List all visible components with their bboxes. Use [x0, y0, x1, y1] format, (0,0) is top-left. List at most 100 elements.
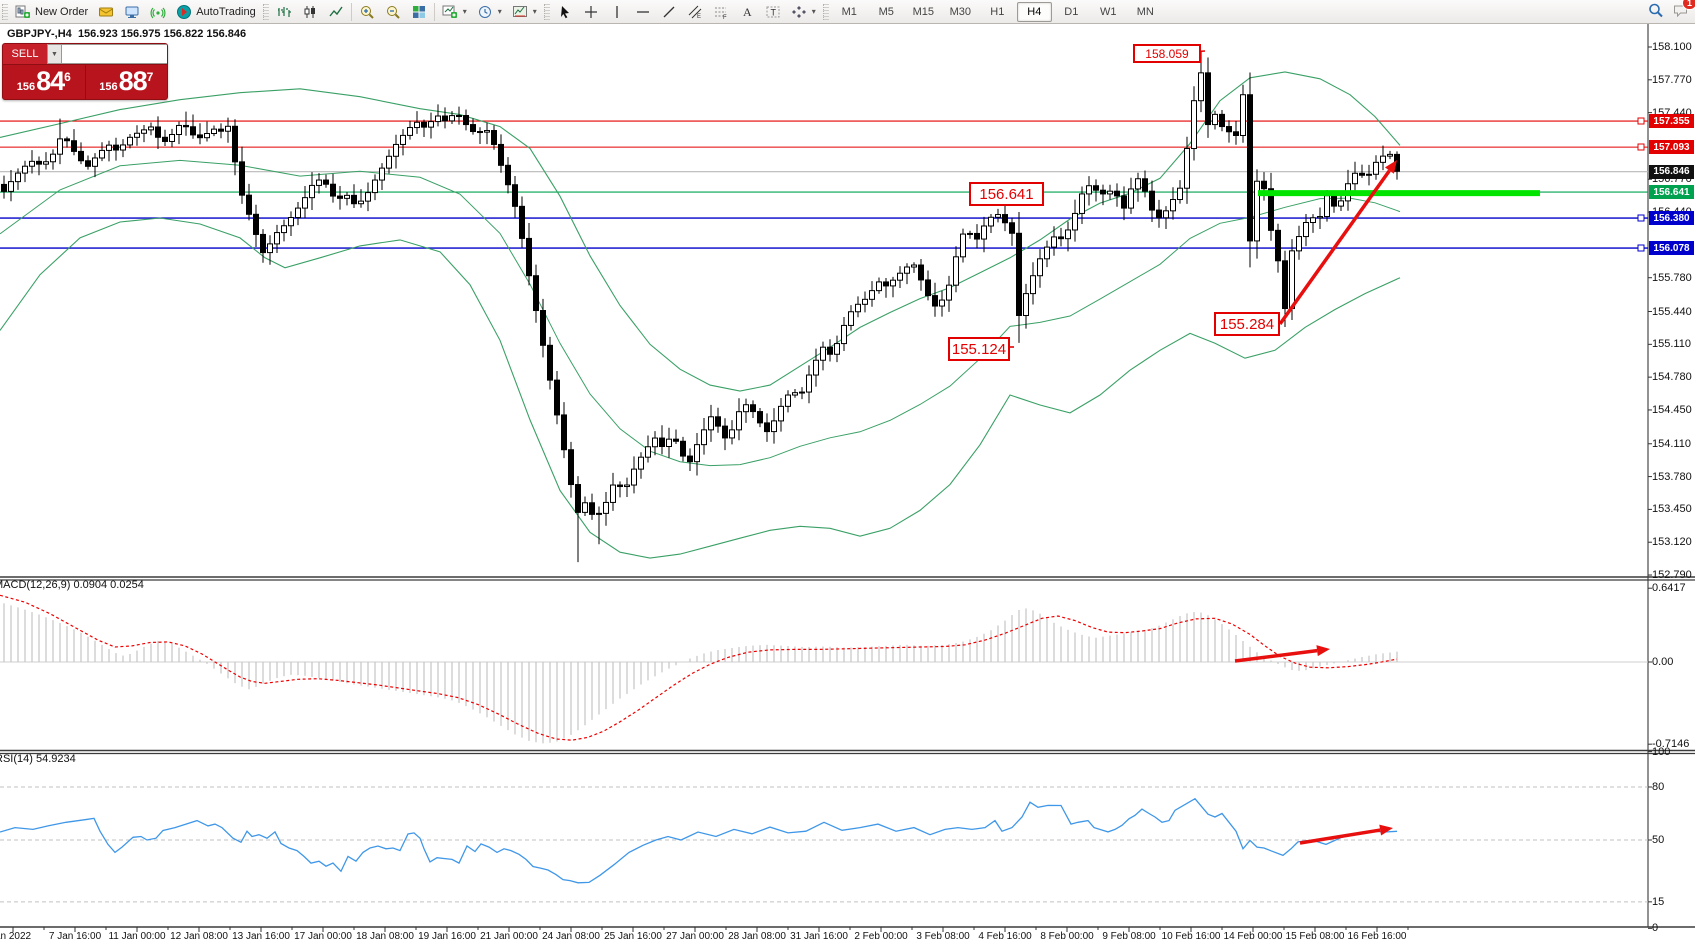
- toolbar-grip: [822, 3, 829, 20]
- timeframe-w1-button[interactable]: W1: [1100, 5, 1117, 18]
- mail-button[interactable]: [93, 1, 119, 23]
- signal-button[interactable]: [145, 1, 171, 23]
- chevron-down-icon: ▾: [497, 7, 502, 16]
- zoom-out-button[interactable]: [380, 1, 406, 23]
- notification-badge: 1: [1681, 0, 1695, 10]
- bar-chart-icon: [276, 4, 292, 20]
- price-trend-arrow[interactable]: [1278, 160, 1397, 326]
- toolbar-grip: [543, 3, 550, 20]
- sell-price-big: 84: [36, 66, 65, 96]
- buy-price[interactable]: 156 88 7: [86, 65, 168, 99]
- signal-icon: [150, 4, 166, 20]
- tile-windows-button[interactable]: [406, 1, 432, 23]
- rsi-axis-label: 15: [1652, 895, 1665, 908]
- volume-input[interactable]: [62, 44, 167, 64]
- text-button[interactable]: A: [734, 1, 760, 23]
- publisher-icon: [124, 4, 140, 20]
- time-axis-label: 21 Jan 00:00: [480, 931, 538, 941]
- sell-price-prefix: 156: [16, 81, 36, 93]
- sell-price-sup: 6: [64, 70, 71, 84]
- timeframe-h4-button[interactable]: H4: [1016, 1, 1052, 22]
- crosshair-button[interactable]: [578, 1, 604, 23]
- line-handle[interactable]: [1637, 143, 1645, 151]
- rsi-trend-arrow[interactable]: [1299, 824, 1393, 845]
- line-handle[interactable]: [1637, 214, 1645, 222]
- period-clock-button[interactable]: ▾: [472, 1, 507, 23]
- price-tick-label: 152.790: [1652, 569, 1692, 582]
- candlestick-button[interactable]: [297, 1, 323, 23]
- time-axis-label: 24 Jan 08:00: [542, 931, 600, 941]
- vline-button[interactable]: [604, 1, 630, 23]
- price-tick-label: 155.780: [1652, 271, 1692, 284]
- template-button[interactable]: ▾: [507, 1, 542, 23]
- timeframe-m1-button[interactable]: M1: [841, 5, 857, 18]
- rsi-axis-label: 50: [1652, 834, 1665, 846]
- search-icon[interactable]: [1647, 2, 1664, 21]
- timeframe-h1-button[interactable]: H1: [990, 5, 1005, 18]
- timeframe-m15-button[interactable]: M15: [912, 5, 934, 18]
- timeframe-mn-button[interactable]: MN: [1136, 5, 1154, 18]
- line-chart-icon: [328, 4, 344, 20]
- channel-button[interactable]: E: [682, 1, 708, 23]
- new-chart-button[interactable]: ▾: [437, 1, 472, 23]
- sell-price[interactable]: 156 84 6: [3, 65, 86, 99]
- zoom-in-button[interactable]: [354, 1, 380, 23]
- rsi-indicator-label: RSI(14) 54.9234: [0, 753, 76, 765]
- toolbar-grip: [262, 3, 269, 20]
- time-axis-label: 12 Jan 08:00: [170, 931, 228, 941]
- line-chart-button[interactable]: [323, 1, 349, 23]
- buy-price-prefix: 156: [99, 81, 118, 93]
- line-handle[interactable]: [1637, 244, 1645, 252]
- time-axis-label: 13 Jan 16:00: [232, 931, 290, 941]
- price-callout-label[interactable]: 155.124: [948, 337, 1010, 361]
- hline-icon: [635, 4, 651, 20]
- autotrading-button[interactable]: AutoTrading: [171, 1, 261, 23]
- fibonacci-button[interactable]: F: [708, 1, 734, 23]
- timeframe-d1-button[interactable]: D1: [1064, 5, 1079, 18]
- svg-text:E: E: [697, 14, 701, 20]
- notifications-chat-icon[interactable]: 1: [1672, 0, 1695, 21]
- rsi-axis-label: 100: [1652, 745, 1671, 758]
- price-tick-label: 153.780: [1652, 470, 1692, 483]
- price-tag: 156.078: [1649, 241, 1694, 256]
- time-axis-label: 16 Feb 16:00: [1347, 931, 1407, 941]
- timeframe-m5-button[interactable]: M5: [878, 5, 894, 18]
- rsi-axis-label: 0: [1652, 922, 1659, 935]
- time-axis-label: 25 Jan 16:00: [604, 931, 662, 941]
- price-callout-label[interactable]: 158.059: [1133, 44, 1201, 63]
- zoom-in-icon: [359, 4, 375, 20]
- price-tick-label: 153.450: [1652, 503, 1692, 516]
- toolbar-separator: [433, 2, 435, 21]
- symbol-period: GBPJPY-,H4: [7, 28, 72, 40]
- one-click-trading-panel: SELL ▼ ▲ BUY 156 84 6 156 88 7: [2, 43, 168, 100]
- hline-button[interactable]: [630, 1, 656, 23]
- time-axis-label: 18 Jan 08:00: [356, 931, 414, 941]
- price-callout-label[interactable]: 156.641: [969, 182, 1044, 206]
- timeframe-m30-button[interactable]: M30: [949, 5, 971, 18]
- price-tag: 157.355: [1649, 114, 1694, 129]
- line-handle[interactable]: [1637, 117, 1645, 125]
- label-button[interactable]: T: [760, 1, 786, 23]
- trendline-button[interactable]: [656, 1, 682, 23]
- price-callout-label[interactable]: 155.284: [1214, 312, 1280, 336]
- shapes-button[interactable]: ▾: [786, 1, 821, 23]
- cursor-icon: [557, 4, 573, 20]
- time-axis-label: 11 Jan 00:00: [108, 931, 166, 941]
- macd-trend-arrow[interactable]: [1234, 645, 1330, 663]
- publisher-button[interactable]: [119, 1, 145, 23]
- volume-down-stepper[interactable]: ▼: [47, 44, 62, 64]
- time-axis-label: an 2022: [0, 931, 32, 941]
- new-order-button[interactable]: New Order: [10, 1, 93, 23]
- price-tick-label: 158.100: [1652, 41, 1692, 53]
- cursor-button[interactable]: [552, 1, 578, 23]
- time-axis-label: 3 Feb 08:00: [916, 931, 970, 941]
- time-axis-label: 7 Jan 16:00: [48, 931, 102, 941]
- channel-icon: E: [687, 4, 703, 20]
- trendline-icon: [661, 4, 677, 20]
- bar-chart-button[interactable]: [271, 1, 297, 23]
- price-tag: 157.093: [1649, 140, 1694, 155]
- sell-button[interactable]: SELL: [3, 44, 47, 64]
- price-tick-label: 155.110: [1652, 338, 1691, 351]
